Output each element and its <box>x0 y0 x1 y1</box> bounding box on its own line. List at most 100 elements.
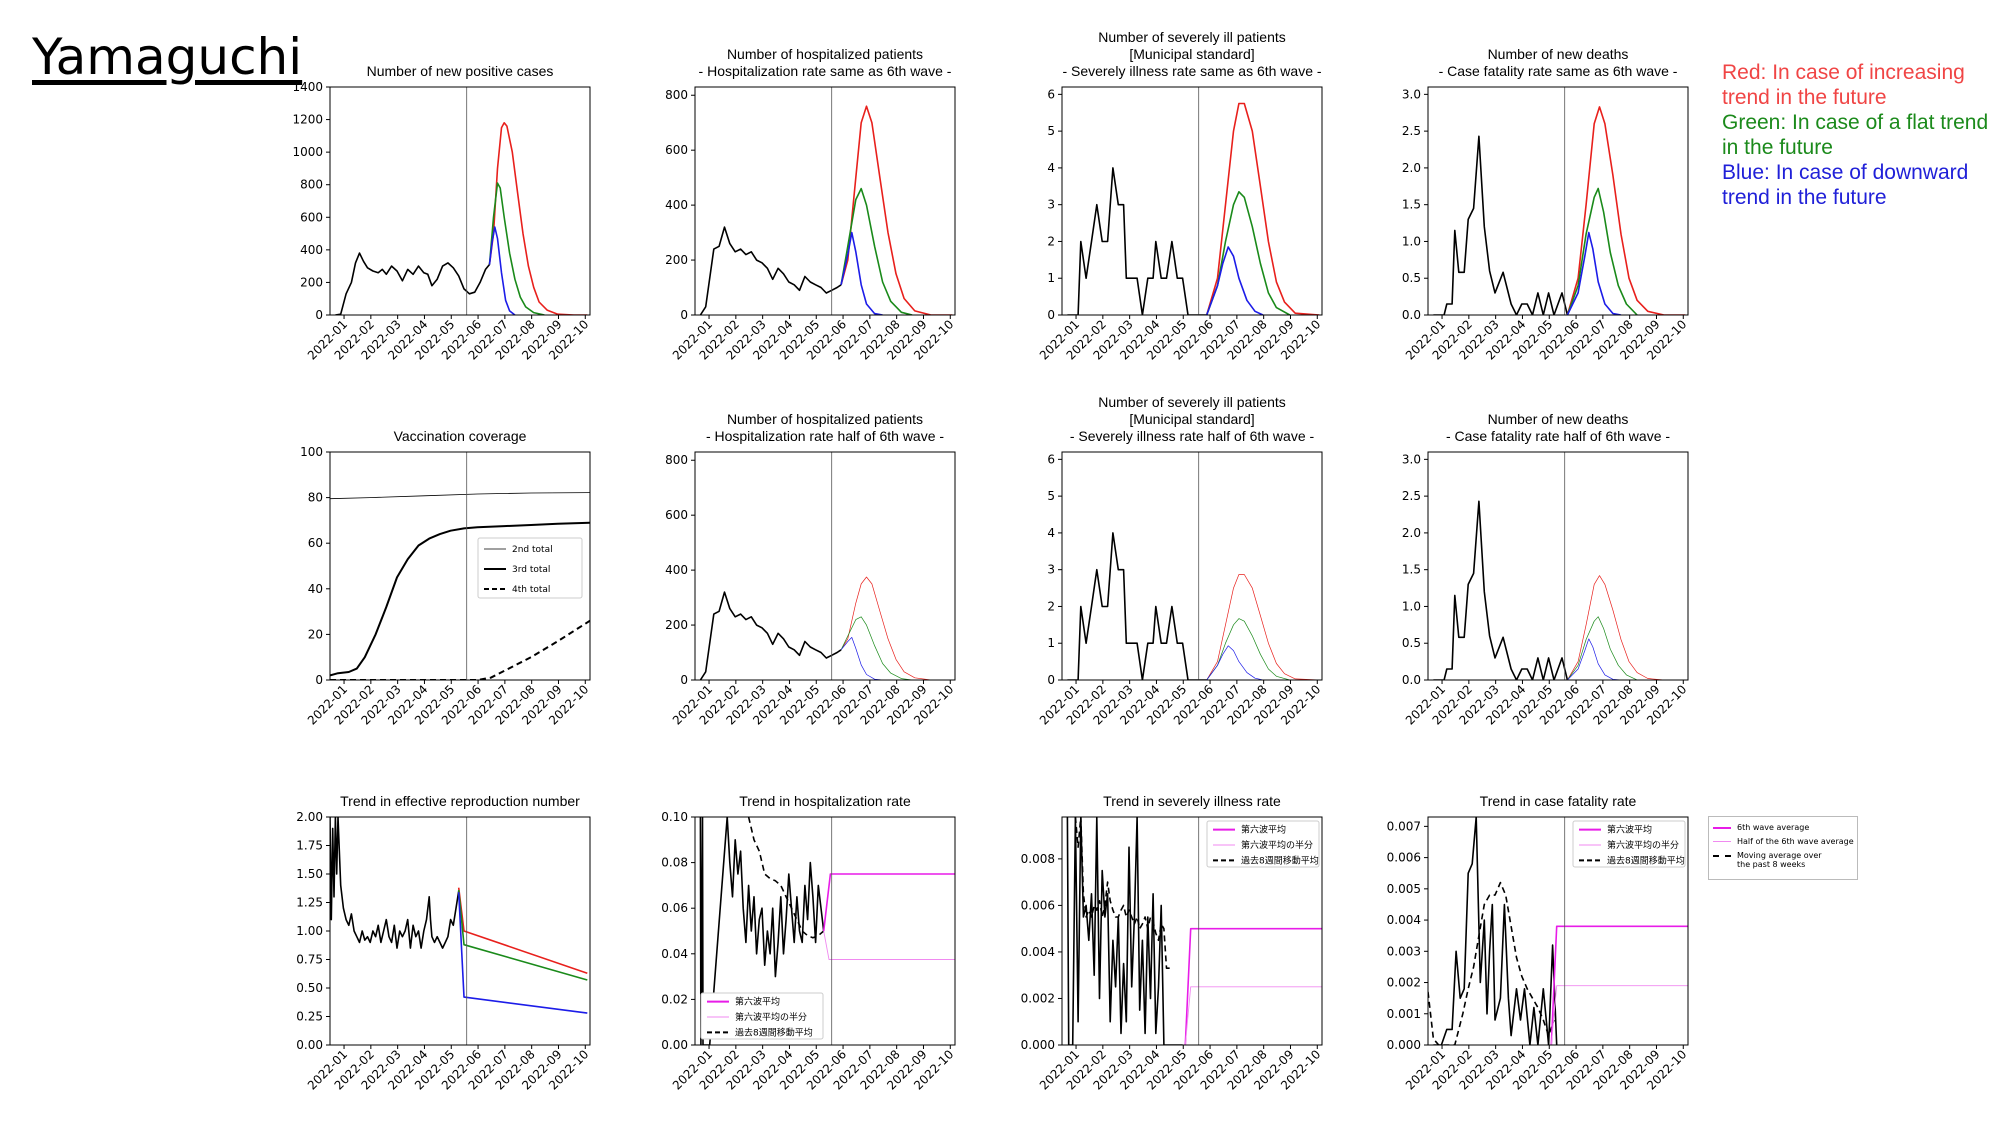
plot-frame <box>1061 451 1323 681</box>
y-tick-label: 0.00 <box>296 1038 323 1052</box>
y-tick-label: 3.0 <box>1402 452 1421 466</box>
y-tick-label: 400 <box>300 243 323 257</box>
series-line-black <box>335 252 491 315</box>
chart-title: [Municipal standard] <box>1129 46 1254 62</box>
scenario-legend-green: Green: In case of a flat trend in the fu… <box>1722 111 1989 159</box>
y-tick-label: 0.0 <box>1402 308 1421 322</box>
chart-title: - Case fatality rate half of 6th wave - <box>1446 428 1670 444</box>
scenario-legend-blue: Blue: In case of downward trend in the f… <box>1722 161 1969 209</box>
series-line-red <box>1567 575 1686 680</box>
legend-swatch-dashed <box>1713 855 1731 857</box>
chart-title: Number of new deaths <box>1488 46 1629 62</box>
series-line-blue <box>457 892 588 1014</box>
plot-frame <box>694 816 956 1046</box>
chart-deaths-half: Number of new deaths- Case fatality rate… <box>1402 411 1689 728</box>
series-line-black <box>1067 167 1207 315</box>
y-tick-label: 600 <box>665 508 688 522</box>
y-tick-label: 0 <box>1047 673 1055 687</box>
series-line-green <box>1206 618 1290 680</box>
y-tick-label: 200 <box>665 253 688 267</box>
y-tick-label: 6 <box>1047 452 1055 466</box>
scenario-legend-red: Red: In case of increasing trend in the … <box>1722 61 1965 109</box>
legend-label: 第六波平均の半分 <box>735 1011 807 1023</box>
side-legend-label: Moving average over the past 8 weeks <box>1737 851 1822 869</box>
y-tick-label: 400 <box>665 563 688 577</box>
y-tick-label: 40 <box>308 582 323 596</box>
series-line-green <box>457 889 588 981</box>
scenario-legend: Red: In case of increasing trend in the … <box>1722 60 1992 210</box>
y-tick-label: 0 <box>315 308 323 322</box>
y-tick-label: 1.0 <box>1402 599 1421 613</box>
side-legend-label: Half of the 6th wave average <box>1737 837 1854 846</box>
y-tick-label: 0 <box>680 673 688 687</box>
y-tick-label: 80 <box>308 491 323 505</box>
chart-title: Vaccination coverage <box>394 428 527 444</box>
y-tick-label: 1.50 <box>296 867 323 881</box>
side-legend-item: 6th wave average <box>1713 823 1809 832</box>
series-line-black <box>1433 817 1558 1045</box>
y-tick-label: 200 <box>300 275 323 289</box>
series-line-magenta <box>1184 927 1322 1045</box>
series-line-magenta <box>822 873 955 932</box>
y-tick-label: 0.001 <box>1387 1007 1421 1021</box>
y-tick-label: 20 <box>308 627 323 641</box>
plot-frame <box>1061 86 1323 316</box>
series-line-blue <box>1566 231 1622 315</box>
y-tick-label: 800 <box>665 88 688 102</box>
series-line-blue <box>488 226 516 315</box>
legend-swatch-magenta <box>1713 827 1731 829</box>
y-tick-label: 0.002 <box>1021 991 1055 1005</box>
series-line-red <box>457 887 588 974</box>
y-tick-label: 1.0 <box>1402 234 1421 248</box>
plot-frame <box>1427 451 1689 681</box>
series-line-black <box>330 521 590 677</box>
y-tick-label: 0.5 <box>1402 636 1421 650</box>
y-tick-label: 3 <box>1047 198 1055 212</box>
chart-title: - Severely illness rate same as 6th wave… <box>1062 63 1321 79</box>
y-tick-label: 6 <box>1047 87 1055 101</box>
side-legend-item: Moving average over the past 8 weeks <box>1713 851 1843 869</box>
series-line-black <box>1433 135 1569 315</box>
series-line-blue <box>840 637 883 680</box>
chart-vaccination: Vaccination coverage0204060801002022-012… <box>300 428 591 728</box>
y-tick-label: 2.0 <box>1402 161 1421 175</box>
y-tick-label: 0.000 <box>1021 1038 1055 1052</box>
plot-frame <box>694 86 956 316</box>
series-line-green <box>488 182 545 315</box>
y-tick-label: 0.007 <box>1387 819 1421 833</box>
series-line-red <box>488 122 588 315</box>
series-line-red <box>840 576 953 680</box>
chart-title: Number of new positive cases <box>367 63 554 79</box>
y-tick-label: 1400 <box>292 80 323 94</box>
chart-hosp-rate: Trend in hospitalization rate 0.00 0.02 0.0… <box>661 793 956 1093</box>
y-tick-label: 0.005 <box>1387 882 1421 896</box>
y-tick-label: 0.006 <box>1387 851 1421 865</box>
chart-title: - Case fatality rate same as 6th wave - <box>1439 63 1678 79</box>
chart-title: Trend in case fatality rate <box>1480 793 1637 809</box>
series-line-blue <box>1206 645 1264 680</box>
y-tick-label: 0.75 <box>296 953 323 967</box>
chart-reproduction: Trend in effective reproduction number 0.… <box>296 793 591 1093</box>
y-tick-label: 2.5 <box>1402 489 1421 503</box>
series-line-pink <box>1184 986 1322 1045</box>
y-tick-label: 0.5 <box>1402 271 1421 285</box>
y-tick-label: 1200 <box>292 113 323 127</box>
y-tick-label: 60 <box>308 536 323 550</box>
series-line-red <box>1206 574 1320 680</box>
legend-label: 過去8週間移動平均 <box>735 1026 813 1038</box>
legend-label: 第六波平均 <box>735 996 780 1008</box>
y-tick-label: 0.04 <box>661 947 688 961</box>
y-tick-label: 0.0 <box>1402 673 1421 687</box>
plot-frame <box>1427 816 1689 1046</box>
series-line-black <box>330 492 590 500</box>
y-tick-label: 0 <box>1047 308 1055 322</box>
legend-label: 第六波平均 <box>1607 824 1652 836</box>
legend-label: 第六波平均の半分 <box>1241 839 1313 851</box>
series-line-green <box>1567 616 1638 680</box>
y-tick-label: 3 <box>1047 563 1055 577</box>
chart-hospitalized-same: Number of hospitalized patients- Hospita… <box>665 46 956 363</box>
region-title: Yamaguchi <box>32 28 303 86</box>
chart-title: Number of hospitalized patients <box>727 46 923 62</box>
